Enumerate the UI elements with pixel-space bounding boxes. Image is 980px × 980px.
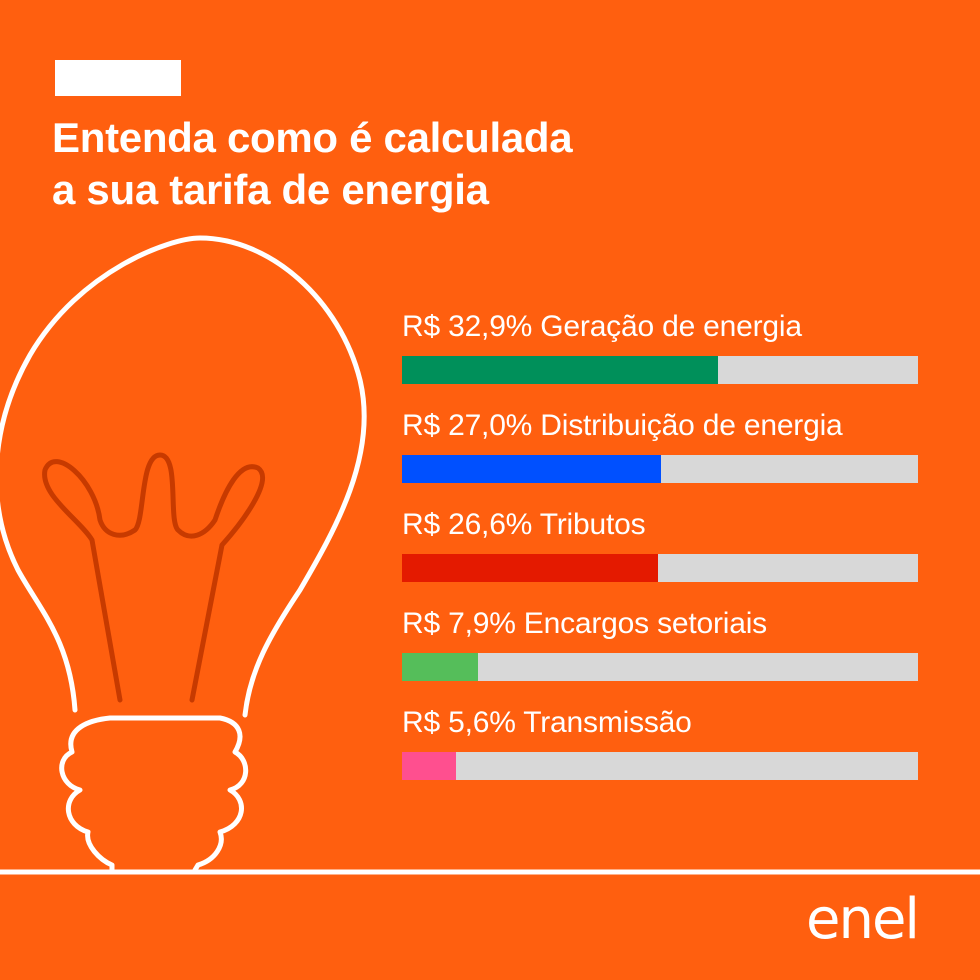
bar-item: R$ 27,0% Distribuição de energia <box>402 409 918 483</box>
bar-label: R$ 27,0% Distribuição de energia <box>402 409 843 442</box>
bar-track <box>402 356 918 384</box>
bar-track <box>402 752 918 780</box>
bulb-base <box>59 715 249 873</box>
bar-item: R$ 26,6% Tributos <box>402 508 918 582</box>
bar-label: R$ 32,9% Geração de energia <box>402 310 802 343</box>
bar-track <box>402 653 918 681</box>
bar-label: R$ 7,9% Encargos setoriais <box>402 607 767 640</box>
bar-fill <box>402 752 456 780</box>
bar-fill <box>402 653 478 681</box>
bar-fill <box>402 554 658 582</box>
bar-label: R$ 26,6% Tributos <box>402 508 646 541</box>
title-tab <box>55 60 181 96</box>
bar-track <box>402 554 918 582</box>
bar-fill <box>402 455 662 483</box>
title-line-2: a sua tarifa de energia <box>52 166 489 213</box>
bulb-outline <box>0 235 367 718</box>
page-title: Entenda como é calculada a sua tarifa de… <box>52 112 573 216</box>
enel-logo: enel <box>806 887 920 952</box>
bar-item: R$ 32,9% Geração de energia <box>402 310 918 384</box>
bar-item: R$ 7,9% Encargos setoriais <box>402 607 918 681</box>
title-line-1: Entenda como é calculada <box>52 114 573 161</box>
bulb-filament <box>42 452 266 703</box>
bar-item: R$ 5,6% Transmissão <box>402 706 918 780</box>
bar-fill <box>402 356 719 384</box>
bar-label: R$ 5,6% Transmissão <box>402 706 692 739</box>
bar-track <box>402 455 918 483</box>
